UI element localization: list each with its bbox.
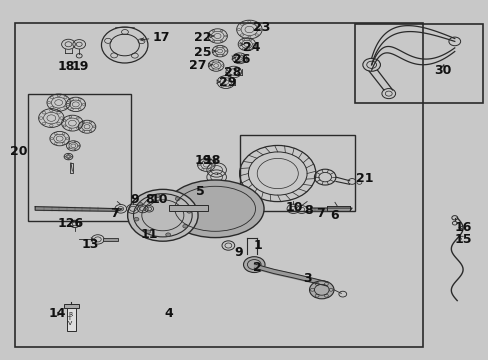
Bar	[64, 304, 79, 308]
Polygon shape	[35, 207, 122, 211]
Text: 25: 25	[194, 46, 211, 59]
Text: 24: 24	[243, 41, 260, 54]
Text: 18: 18	[57, 60, 75, 73]
Text: 7: 7	[110, 207, 119, 220]
Text: 20: 20	[10, 145, 27, 158]
Text: 13: 13	[81, 238, 99, 251]
Bar	[354, 24, 482, 103]
Bar	[239, 135, 354, 211]
Text: 19: 19	[194, 154, 211, 167]
Circle shape	[127, 189, 198, 241]
Circle shape	[183, 224, 187, 228]
Circle shape	[134, 217, 139, 221]
Text: 9: 9	[234, 246, 243, 259]
Text: 16: 16	[454, 221, 471, 234]
Circle shape	[165, 233, 170, 237]
Text: 7: 7	[315, 207, 324, 220]
Bar	[102, 238, 118, 241]
Text: 5: 5	[196, 185, 204, 198]
Text: 27: 27	[189, 59, 206, 72]
Text: 18: 18	[203, 154, 221, 167]
Ellipse shape	[166, 180, 264, 238]
Text: 10: 10	[150, 193, 167, 206]
Text: 126: 126	[58, 217, 84, 230]
Text: 10: 10	[285, 201, 303, 213]
Text: 28: 28	[223, 66, 241, 78]
Text: 29: 29	[218, 76, 236, 89]
Text: 3: 3	[302, 273, 311, 285]
Text: 19: 19	[72, 60, 89, 73]
Text: 30: 30	[433, 64, 450, 77]
Text: 21: 21	[355, 172, 372, 185]
Bar	[66, 308, 76, 331]
Circle shape	[309, 281, 333, 299]
Text: 2: 2	[253, 261, 262, 274]
Polygon shape	[310, 208, 351, 211]
Text: 8: 8	[144, 193, 153, 206]
Circle shape	[155, 194, 160, 198]
Circle shape	[186, 210, 191, 213]
Bar	[28, 94, 130, 221]
Bar	[326, 206, 349, 211]
Text: 17: 17	[152, 31, 170, 44]
Text: 1: 1	[253, 239, 262, 252]
Text: 4: 4	[164, 307, 173, 320]
Text: R
T
V: R T V	[68, 311, 72, 326]
Circle shape	[175, 197, 180, 201]
Text: 6: 6	[330, 209, 339, 222]
Bar	[15, 23, 422, 347]
Text: 26: 26	[233, 53, 250, 66]
Text: 22: 22	[194, 31, 211, 44]
Circle shape	[243, 257, 264, 273]
Text: 14: 14	[49, 307, 66, 320]
Text: 8: 8	[304, 204, 313, 217]
Bar	[168, 205, 207, 211]
Text: 9: 9	[130, 193, 139, 206]
Text: 15: 15	[454, 233, 471, 246]
Text: 11: 11	[140, 228, 158, 241]
Bar	[70, 163, 73, 173]
Circle shape	[145, 230, 150, 234]
Text: 23: 23	[252, 21, 270, 33]
Circle shape	[138, 203, 142, 206]
